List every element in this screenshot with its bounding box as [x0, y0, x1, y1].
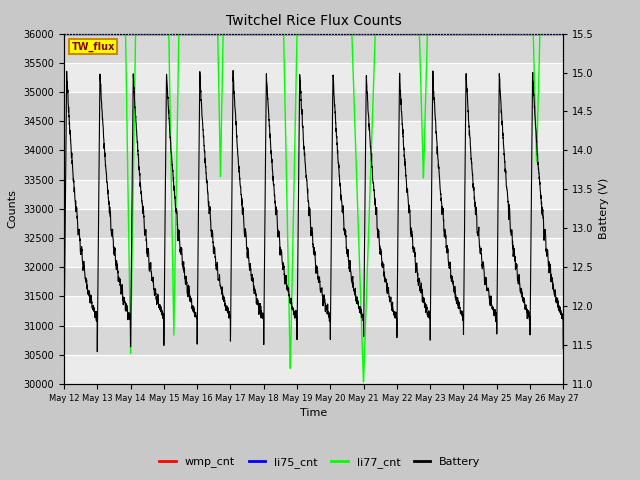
Title: Twitchel Rice Flux Counts: Twitchel Rice Flux Counts	[226, 14, 401, 28]
Bar	[64, 297, 563, 325]
Bar	[64, 267, 563, 297]
X-axis label: Time: Time	[300, 408, 327, 418]
Bar	[64, 238, 563, 267]
Bar	[64, 180, 563, 209]
Bar	[64, 63, 563, 92]
Bar	[64, 355, 563, 384]
Bar	[64, 92, 563, 121]
Bar	[64, 209, 563, 238]
Bar	[64, 121, 563, 150]
Y-axis label: Counts: Counts	[8, 190, 18, 228]
Bar	[64, 34, 563, 63]
Bar	[64, 150, 563, 180]
Y-axis label: Battery (V): Battery (V)	[600, 178, 609, 240]
Legend: wmp_cnt, li75_cnt, li77_cnt, Battery: wmp_cnt, li75_cnt, li77_cnt, Battery	[155, 452, 485, 472]
Text: TW_flux: TW_flux	[72, 41, 115, 52]
Bar	[64, 325, 563, 355]
